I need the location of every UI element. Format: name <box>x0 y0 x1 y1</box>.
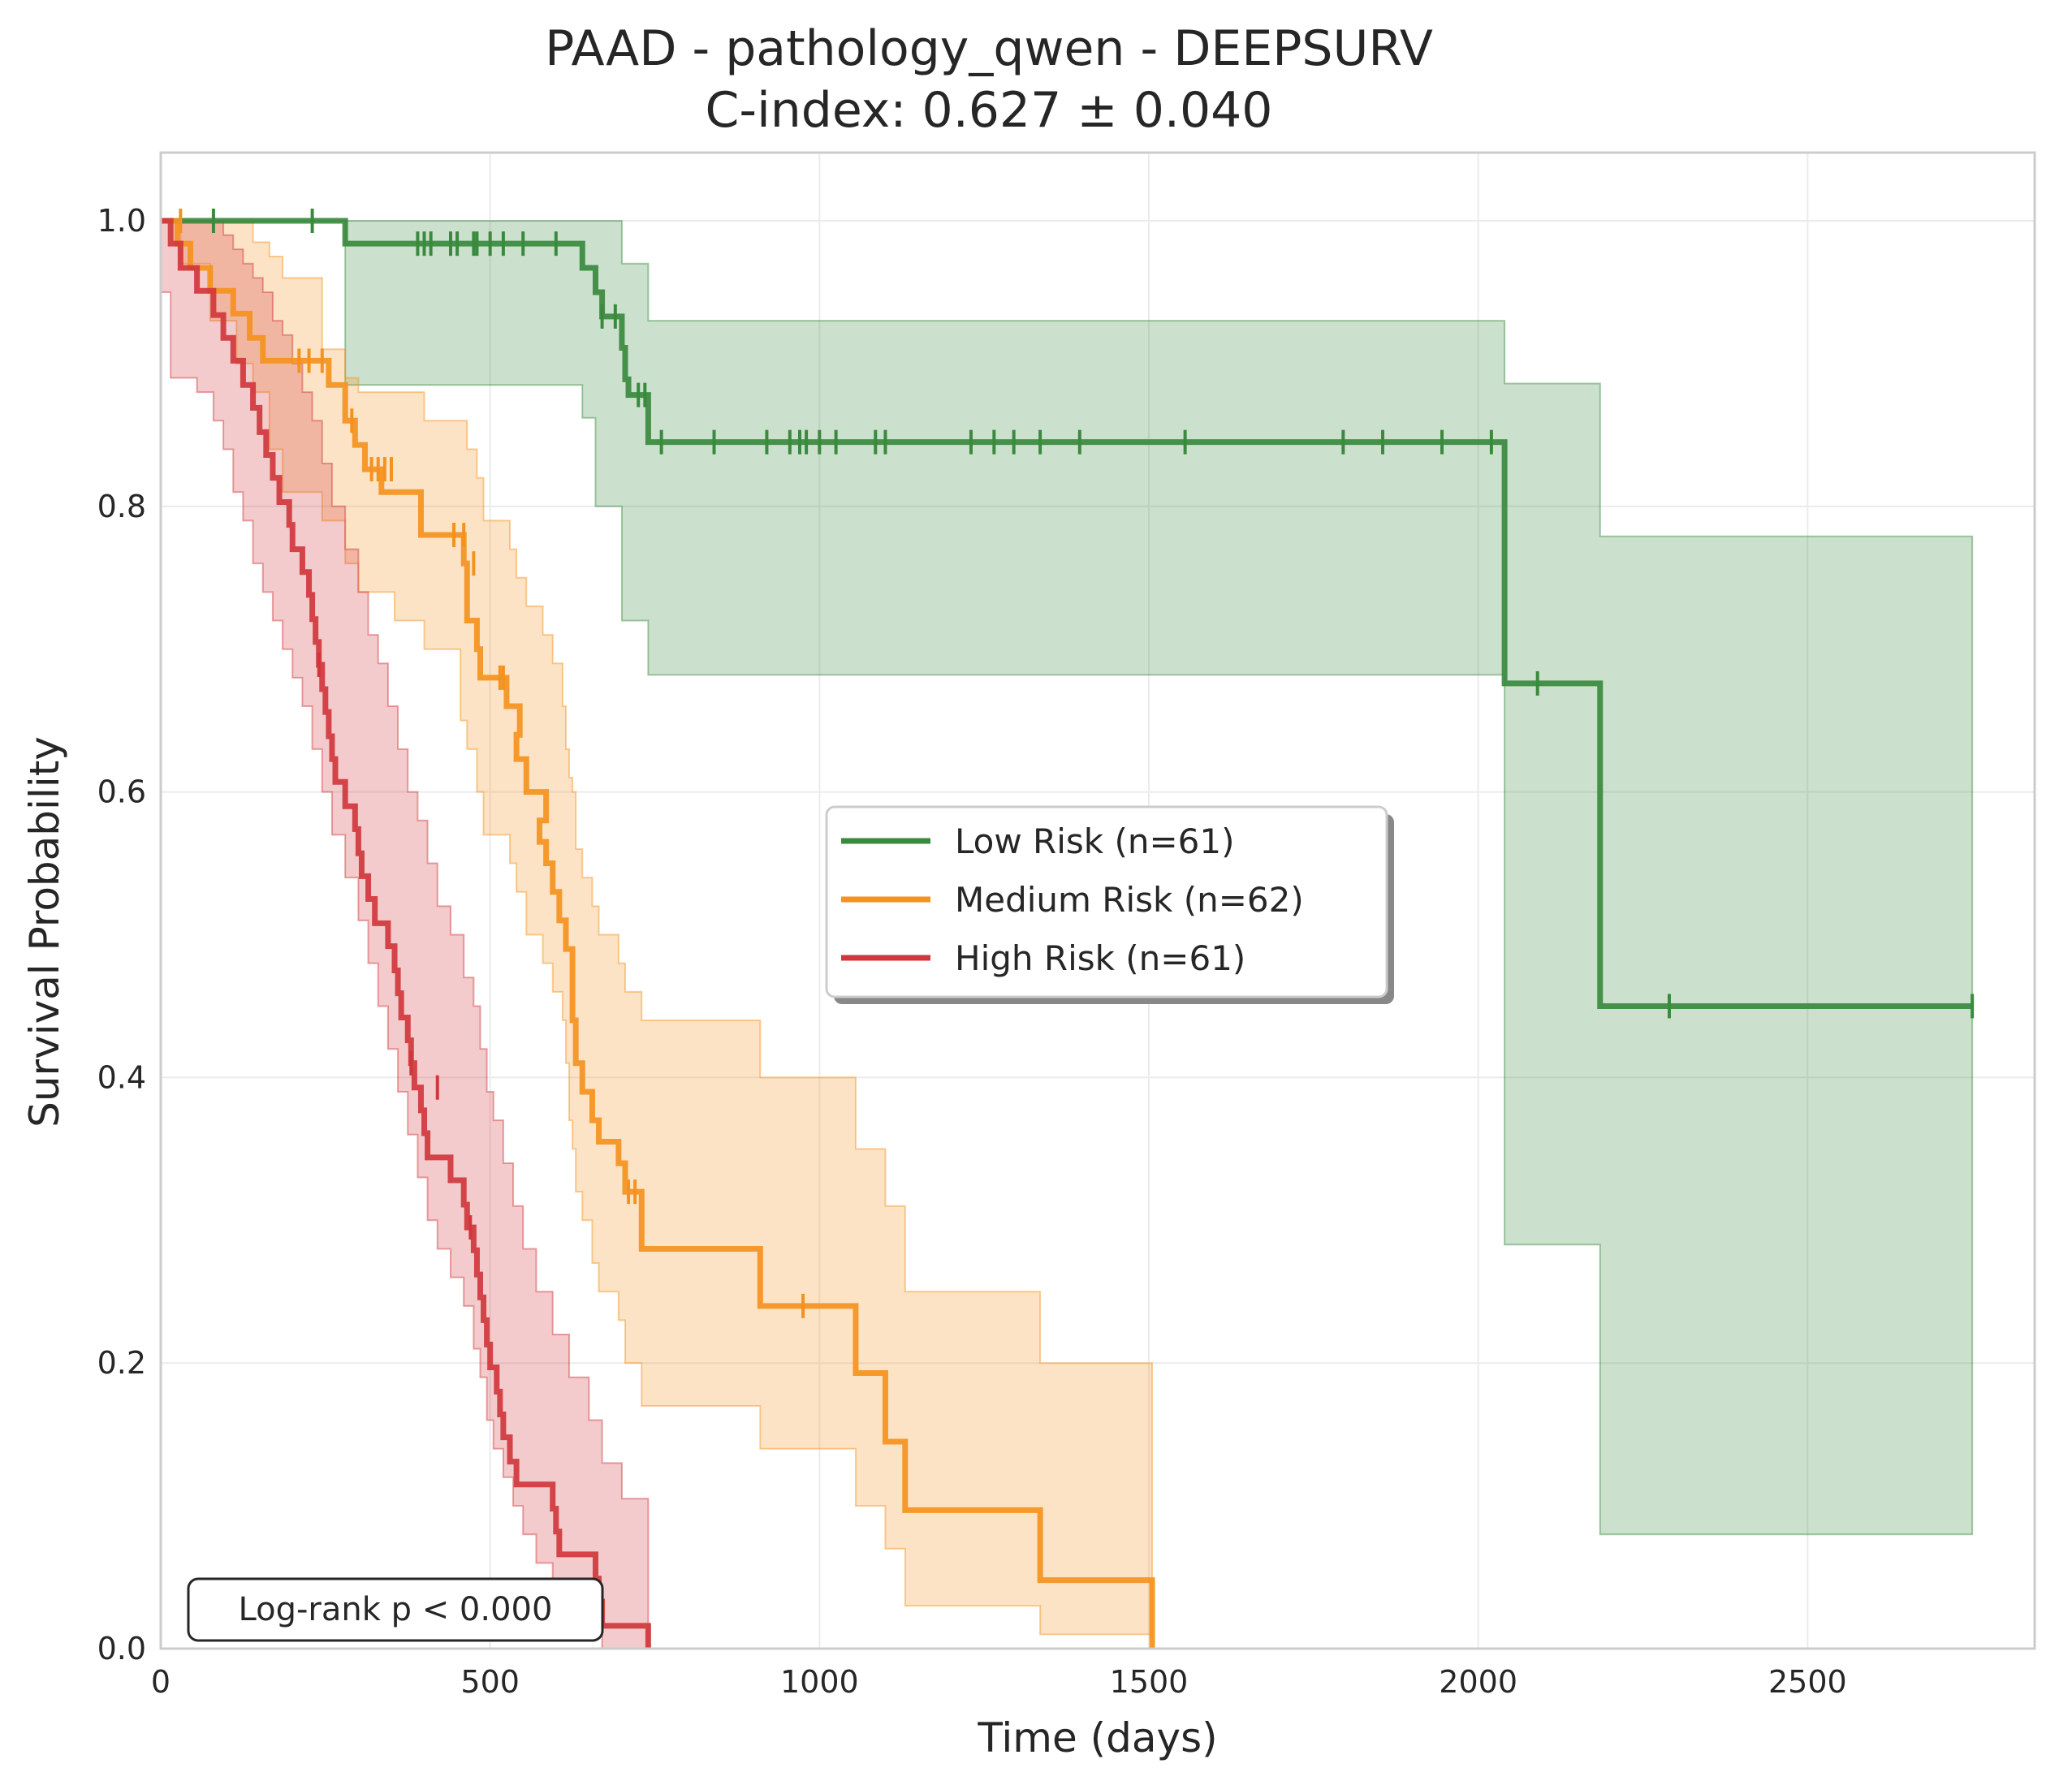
censor-marks <box>179 209 1975 1318</box>
confidence-bands <box>160 220 1974 1649</box>
y-tick-label: 1.0 <box>97 203 146 239</box>
chart-subtitle: C-index: 0.627 ± 0.040 <box>706 82 1273 139</box>
logrank-box <box>187 1577 604 1642</box>
logrank-text: Log-rank p < 0.000 <box>239 1591 553 1628</box>
x-tick-label: 0 <box>151 1664 171 1700</box>
high-risk-curve <box>161 218 651 1649</box>
y-ticks: 0.0 0.2 0.4 0.6 0.8 1.0 <box>97 203 146 1666</box>
low-risk-ci-band <box>161 220 1974 1536</box>
y-tick-label: 0.8 <box>97 489 146 524</box>
chart-title: PAAD - pathology_qwen - DEEPSURV <box>545 20 1433 77</box>
low-risk-legend-label: Low Risk (n=61) <box>955 821 1235 861</box>
x-axis-label: Time (days) <box>977 1714 1217 1761</box>
y-tick-label: 0.4 <box>97 1059 146 1095</box>
medium-risk-ci-band <box>161 220 1154 1649</box>
survival-curves <box>161 218 1973 1649</box>
x-ticks: 0 500 1000 1500 2000 2500 <box>151 1664 1847 1700</box>
y-tick-label: 0.6 <box>97 774 146 810</box>
x-tick-label: 2500 <box>1768 1664 1847 1700</box>
high-risk-legend-label: High Risk (n=61) <box>955 938 1245 978</box>
legend-box <box>825 805 1388 998</box>
legend: Low Risk (n=61) Medium Risk (n=62) High Ri… <box>825 805 1394 1004</box>
y-tick-label: 0.0 <box>97 1631 146 1666</box>
x-tick-label: 2000 <box>1439 1664 1517 1700</box>
medium-risk-curve <box>161 218 1155 1649</box>
medium-risk-legend-label: Medium Risk (n=62) <box>955 880 1304 920</box>
low-risk-curve <box>161 218 1973 1009</box>
y-axis-label: Survival Probability <box>21 736 68 1127</box>
logrank-annotation: Log-rank p < 0.000 <box>187 1577 604 1642</box>
x-tick-label: 1000 <box>780 1664 859 1700</box>
x-tick-label: 500 <box>460 1664 520 1700</box>
x-tick-label: 1500 <box>1110 1664 1189 1700</box>
plot-frame <box>159 151 2036 1650</box>
y-tick-label: 0.2 <box>97 1345 146 1381</box>
